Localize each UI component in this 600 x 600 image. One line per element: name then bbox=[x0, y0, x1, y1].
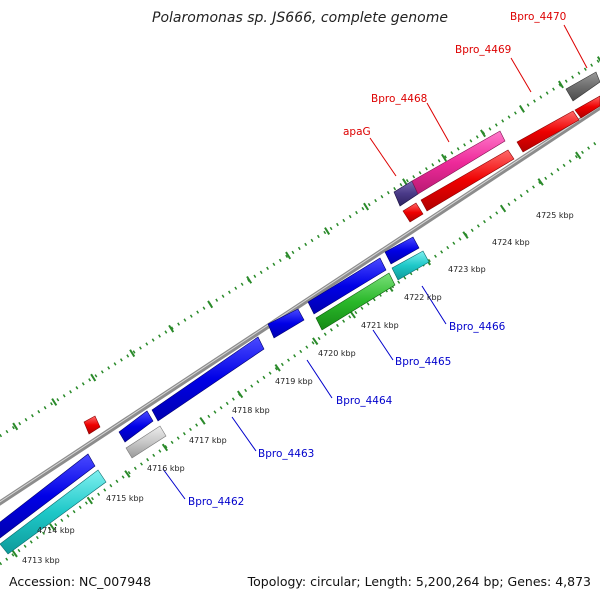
forward-gene-labels: apaG Bpro_4468 Bpro_4469 Bpro_4470 bbox=[343, 11, 566, 138]
major-tick bbox=[324, 227, 331, 235]
gene-feature-forward[interactable] bbox=[411, 130, 506, 195]
major-tick bbox=[51, 398, 58, 406]
major-tick bbox=[11, 549, 18, 558]
gene-label-bpro-4463[interactable]: Bpro_4463 bbox=[258, 448, 314, 460]
forward-genes bbox=[83, 71, 600, 435]
forward-label-leaders bbox=[369, 24, 588, 177]
major-tick bbox=[12, 422, 19, 431]
major-tick bbox=[441, 153, 447, 162]
kbp-label: 4719 kbp bbox=[275, 377, 313, 386]
gene-feature-forward[interactable] bbox=[402, 202, 424, 223]
reverse-label-leaders bbox=[162, 285, 447, 500]
major-ticks bbox=[11, 56, 600, 558]
kbp-label: 4713 kbp bbox=[22, 556, 60, 565]
major-tick bbox=[349, 310, 356, 319]
major-tick bbox=[363, 202, 370, 211]
kbp-scale-labels: 4713 kbp 4714 kbp 4715 kbp 4716 kbp 4717… bbox=[22, 211, 574, 565]
major-tick bbox=[86, 496, 93, 505]
accession-text: Accession: NC_007948 bbox=[9, 574, 152, 589]
kbp-label: 4718 kbp bbox=[232, 406, 270, 415]
kbp-label: 4723 kbp bbox=[448, 265, 486, 274]
kbp-label: 4715 kbp bbox=[106, 494, 144, 503]
major-tick bbox=[462, 231, 469, 239]
kbp-label: 4722 kbp bbox=[404, 293, 442, 302]
gene-label-bpro-4469[interactable]: Bpro_4469 bbox=[455, 44, 511, 56]
gene-feature-reverse[interactable] bbox=[118, 410, 154, 443]
gene-label-bpro-4470[interactable]: Bpro_4470 bbox=[510, 11, 566, 23]
major-tick bbox=[161, 443, 169, 452]
major-tick bbox=[557, 80, 564, 89]
gene-label-bpro-4464[interactable]: Bpro_4464 bbox=[336, 395, 393, 407]
gene-label-bpro-4468[interactable]: Bpro_4468 bbox=[371, 93, 427, 105]
major-tick bbox=[49, 523, 56, 531]
gene-feature-forward[interactable] bbox=[83, 415, 101, 435]
gene-feature-forward[interactable] bbox=[565, 71, 600, 102]
gene-feature-reverse[interactable] bbox=[391, 250, 430, 281]
gene-feature-forward[interactable] bbox=[420, 149, 515, 212]
gene-feature-reverse[interactable] bbox=[0, 453, 96, 539]
major-tick bbox=[499, 204, 507, 213]
gene-label-bpro-4462[interactable]: Bpro_4462 bbox=[188, 496, 244, 508]
gene-feature-reverse[interactable] bbox=[125, 425, 167, 459]
kbp-label: 4716 kbp bbox=[147, 464, 185, 473]
map-title: Polaromonas sp. JS666, complete genome bbox=[152, 10, 448, 26]
gene-feature-forward[interactable] bbox=[574, 95, 600, 119]
major-tick bbox=[274, 363, 281, 372]
major-tick bbox=[168, 324, 175, 333]
major-tick bbox=[124, 470, 131, 478]
major-tick bbox=[236, 390, 244, 399]
kbp-label: 4720 kbp bbox=[318, 349, 356, 358]
gene-feature-reverse[interactable] bbox=[151, 336, 265, 422]
major-tick bbox=[246, 275, 253, 284]
major-tick bbox=[199, 417, 206, 425]
major-tick bbox=[129, 349, 136, 358]
kbp-label: 4717 kbp bbox=[189, 436, 227, 445]
gene-feature-reverse[interactable] bbox=[307, 257, 387, 315]
major-tick bbox=[312, 337, 319, 346]
gene-label-apaG[interactable]: apaG bbox=[343, 126, 371, 138]
gene-feature-reverse[interactable] bbox=[0, 469, 107, 555]
genome-backbone-highlight bbox=[0, 105, 600, 503]
gene-feature-reverse[interactable] bbox=[267, 308, 305, 339]
reverse-genes bbox=[0, 236, 430, 555]
major-tick bbox=[537, 178, 544, 186]
gene-feature-reverse[interactable] bbox=[384, 236, 420, 265]
gene-feature-reverse[interactable] bbox=[315, 272, 396, 331]
kbp-label: 4724 kbp bbox=[492, 238, 530, 247]
kbp-label: 4721 kbp bbox=[361, 321, 399, 330]
major-tick bbox=[519, 104, 525, 113]
major-tick bbox=[480, 129, 486, 138]
genome-summary-text: Topology: circular; Length: 5,200,264 bp… bbox=[247, 574, 591, 589]
gene-label-bpro-4465[interactable]: Bpro_4465 bbox=[395, 356, 451, 368]
reverse-gene-labels: Bpro_4462 Bpro_4463 Bpro_4464 Bpro_4465 … bbox=[188, 321, 506, 508]
genome-backbone bbox=[0, 104, 600, 506]
major-tick bbox=[285, 251, 292, 260]
major-tick bbox=[90, 373, 97, 382]
gene-feature-forward[interactable] bbox=[516, 110, 580, 153]
gene-label-bpro-4466[interactable]: Bpro_4466 bbox=[449, 321, 506, 333]
kbp-label: 4725 kbp bbox=[536, 211, 574, 220]
major-tick bbox=[207, 300, 214, 309]
major-tick bbox=[575, 151, 582, 160]
kbp-label: 4714 kbp bbox=[37, 526, 75, 535]
